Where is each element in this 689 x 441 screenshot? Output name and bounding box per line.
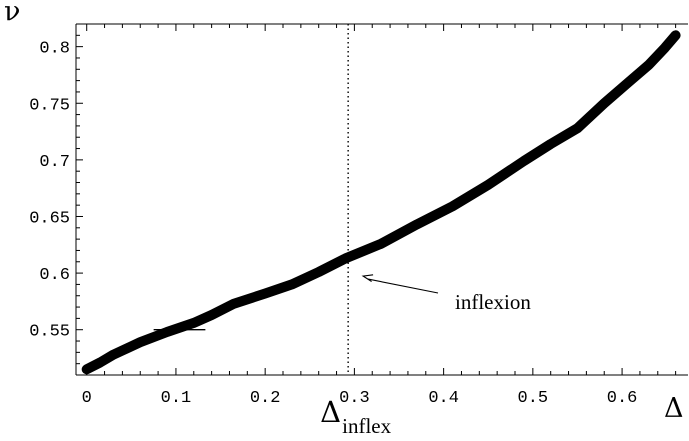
x-tick-label: 0 [82, 389, 92, 408]
x-tick-label: 0.4 [428, 389, 459, 408]
y-tick-label: 0.65 [29, 209, 70, 228]
inflexion-annotation: inflexion [455, 290, 531, 314]
inflexion-marker-symbol: Δ [320, 395, 341, 429]
annotation-arrow [368, 278, 439, 294]
annotation-arrowhead [361, 274, 374, 282]
y-tick-label: 0.6 [39, 266, 70, 285]
y-tick-label: 0.55 [29, 323, 70, 342]
y-axis-label: ν [4, 0, 20, 27]
inflexion-marker-subscript: inflex [342, 414, 391, 438]
x-tick-label: 0.5 [518, 389, 549, 408]
x-axis-label: Δ [664, 393, 684, 424]
x-tick-label: 0.1 [161, 389, 192, 408]
data-series-line [81, 30, 681, 375]
y-tick-label: 0.75 [29, 96, 70, 115]
y-tick-label: 0.8 [39, 40, 70, 59]
x-tick-label: 0.3 [339, 389, 370, 408]
x-tick-label: 0.2 [250, 389, 281, 408]
x-tick-label: 0.6 [607, 389, 638, 408]
y-tick-label: 0.7 [39, 153, 70, 172]
